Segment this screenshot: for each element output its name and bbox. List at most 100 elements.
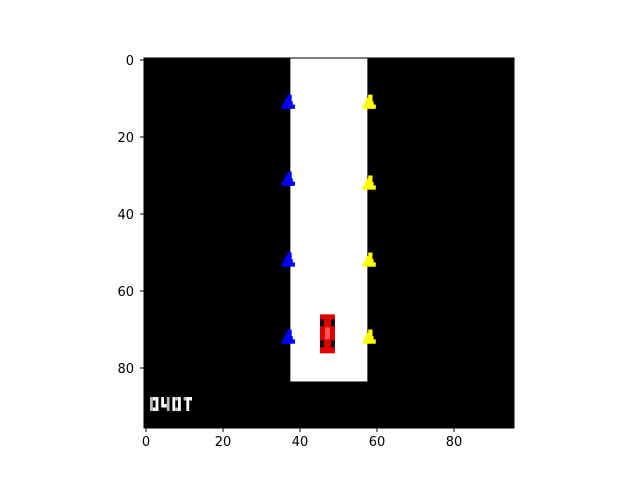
score-pixel: [172, 400, 176, 404]
x-tick-40: 40: [292, 428, 309, 450]
score-pixel: [172, 404, 176, 408]
cone-segment: [364, 336, 374, 341]
y-tick-40: 40: [117, 208, 144, 223]
score-pixel: [186, 404, 190, 408]
y-tick-20: 20: [117, 131, 144, 146]
score-pixel: [164, 404, 167, 408]
cone-segment: [362, 262, 376, 267]
y-tick-0: 0: [126, 54, 144, 69]
y-tick-label: 40: [117, 208, 134, 223]
score-pixel: [150, 400, 153, 404]
cone-segment: [287, 171, 292, 176]
x-tick-label: 80: [446, 435, 463, 450]
yellow-cone: [362, 94, 376, 109]
score-pixel: [186, 397, 190, 401]
score-pixel: [166, 397, 170, 401]
score-pixel: [186, 400, 190, 404]
cone-segment: [362, 339, 376, 344]
yellow-cone: [362, 175, 376, 190]
score-pixel: [161, 404, 164, 408]
x-tick-label: 20: [215, 435, 232, 450]
car-wheel: [330, 340, 335, 348]
cone-segment: [284, 101, 293, 106]
score-pixel: [183, 397, 187, 401]
cone-segment: [281, 262, 295, 267]
left-cones: [281, 94, 295, 344]
cone-segment: [281, 181, 295, 186]
cone-segment: [364, 182, 374, 187]
x-tick-label: 60: [369, 435, 386, 450]
y-tick-label: 80: [117, 362, 134, 377]
cone-segment: [285, 332, 292, 338]
y-axis: 0 20 40 60 80: [117, 54, 144, 377]
cone-segment: [368, 329, 373, 334]
score-pixel: [166, 407, 170, 411]
score-pixel: [166, 400, 170, 404]
blue-cone: [281, 94, 295, 109]
yellow-cone: [362, 252, 376, 267]
score-pixel: [172, 397, 176, 401]
x-tick-80: 80: [446, 428, 463, 450]
score-pixel: [161, 400, 164, 404]
score-pixel: [166, 404, 170, 408]
cone-segment: [364, 259, 374, 264]
score-pixel: [175, 407, 178, 411]
cone-segment: [287, 94, 292, 99]
cone-segment: [284, 259, 293, 264]
cone-segment: [281, 104, 295, 109]
score-pixel: [178, 400, 181, 404]
car-wheel: [330, 319, 335, 327]
score-pixel: [150, 397, 153, 401]
cone-segment: [285, 174, 292, 180]
score-pixel: [155, 404, 159, 408]
blue-cone: [281, 329, 295, 344]
player-car: [319, 314, 335, 354]
score-pixel: [155, 397, 159, 401]
yellow-cone: [362, 329, 376, 344]
blue-cone: [281, 171, 295, 186]
score-pixel: [178, 397, 181, 401]
cone-segment: [366, 178, 373, 184]
cone-segment: [368, 94, 373, 99]
cone-segment: [285, 97, 292, 103]
cone-segment: [287, 329, 292, 334]
cone-segment: [366, 255, 373, 261]
score-pixel: [189, 397, 192, 401]
cone-segment: [362, 104, 376, 109]
score-pixel: [155, 407, 159, 411]
x-tick-label: 40: [292, 435, 309, 450]
axes-border: [143, 57, 515, 429]
cone-segment: [364, 101, 374, 106]
score-pixel: [150, 404, 153, 408]
cone-segment: [366, 97, 373, 103]
score-pixel: [155, 400, 159, 404]
x-tick-label: 0: [142, 435, 150, 450]
pixel-score-digits-icon: [150, 397, 192, 411]
y-tick-label: 60: [117, 285, 134, 300]
cone-segment: [281, 339, 295, 344]
cone-segment: [368, 175, 373, 180]
y-tick-80: 80: [117, 362, 144, 377]
y-tick-60: 60: [117, 285, 144, 300]
score-pixel: [172, 407, 176, 411]
score-pixel: [178, 404, 181, 408]
cone-segment: [287, 252, 292, 257]
cone-segment: [284, 336, 293, 341]
score-pixel: [175, 397, 178, 401]
score-pixel: [152, 397, 156, 401]
score-pixel: [186, 407, 190, 411]
cone-segment: [368, 252, 373, 257]
x-tick-0: 0: [142, 428, 150, 450]
cone-segment: [285, 255, 292, 261]
score-pixel: [152, 407, 156, 411]
cone-segment: [362, 185, 376, 190]
car-wheel: [319, 340, 324, 348]
game-frame: [144, 58, 514, 428]
blue-cone: [281, 252, 295, 267]
cone-segment: [284, 178, 293, 183]
axes-spines: [143, 57, 515, 429]
cone-segment: [366, 332, 373, 338]
x-axis: 0 20 40 60 80: [142, 428, 462, 450]
car-cockpit: [324, 327, 330, 340]
